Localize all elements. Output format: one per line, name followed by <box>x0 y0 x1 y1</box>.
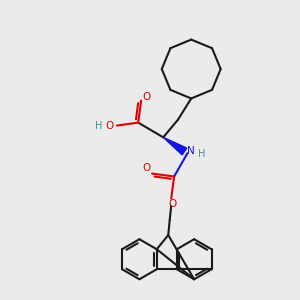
Polygon shape <box>163 137 187 155</box>
Text: O: O <box>169 199 177 209</box>
Text: N: N <box>187 146 195 156</box>
Text: O: O <box>142 163 151 173</box>
Text: H: H <box>95 121 103 130</box>
Text: H: H <box>198 149 205 159</box>
Text: O: O <box>142 92 151 102</box>
Text: O: O <box>106 121 114 130</box>
